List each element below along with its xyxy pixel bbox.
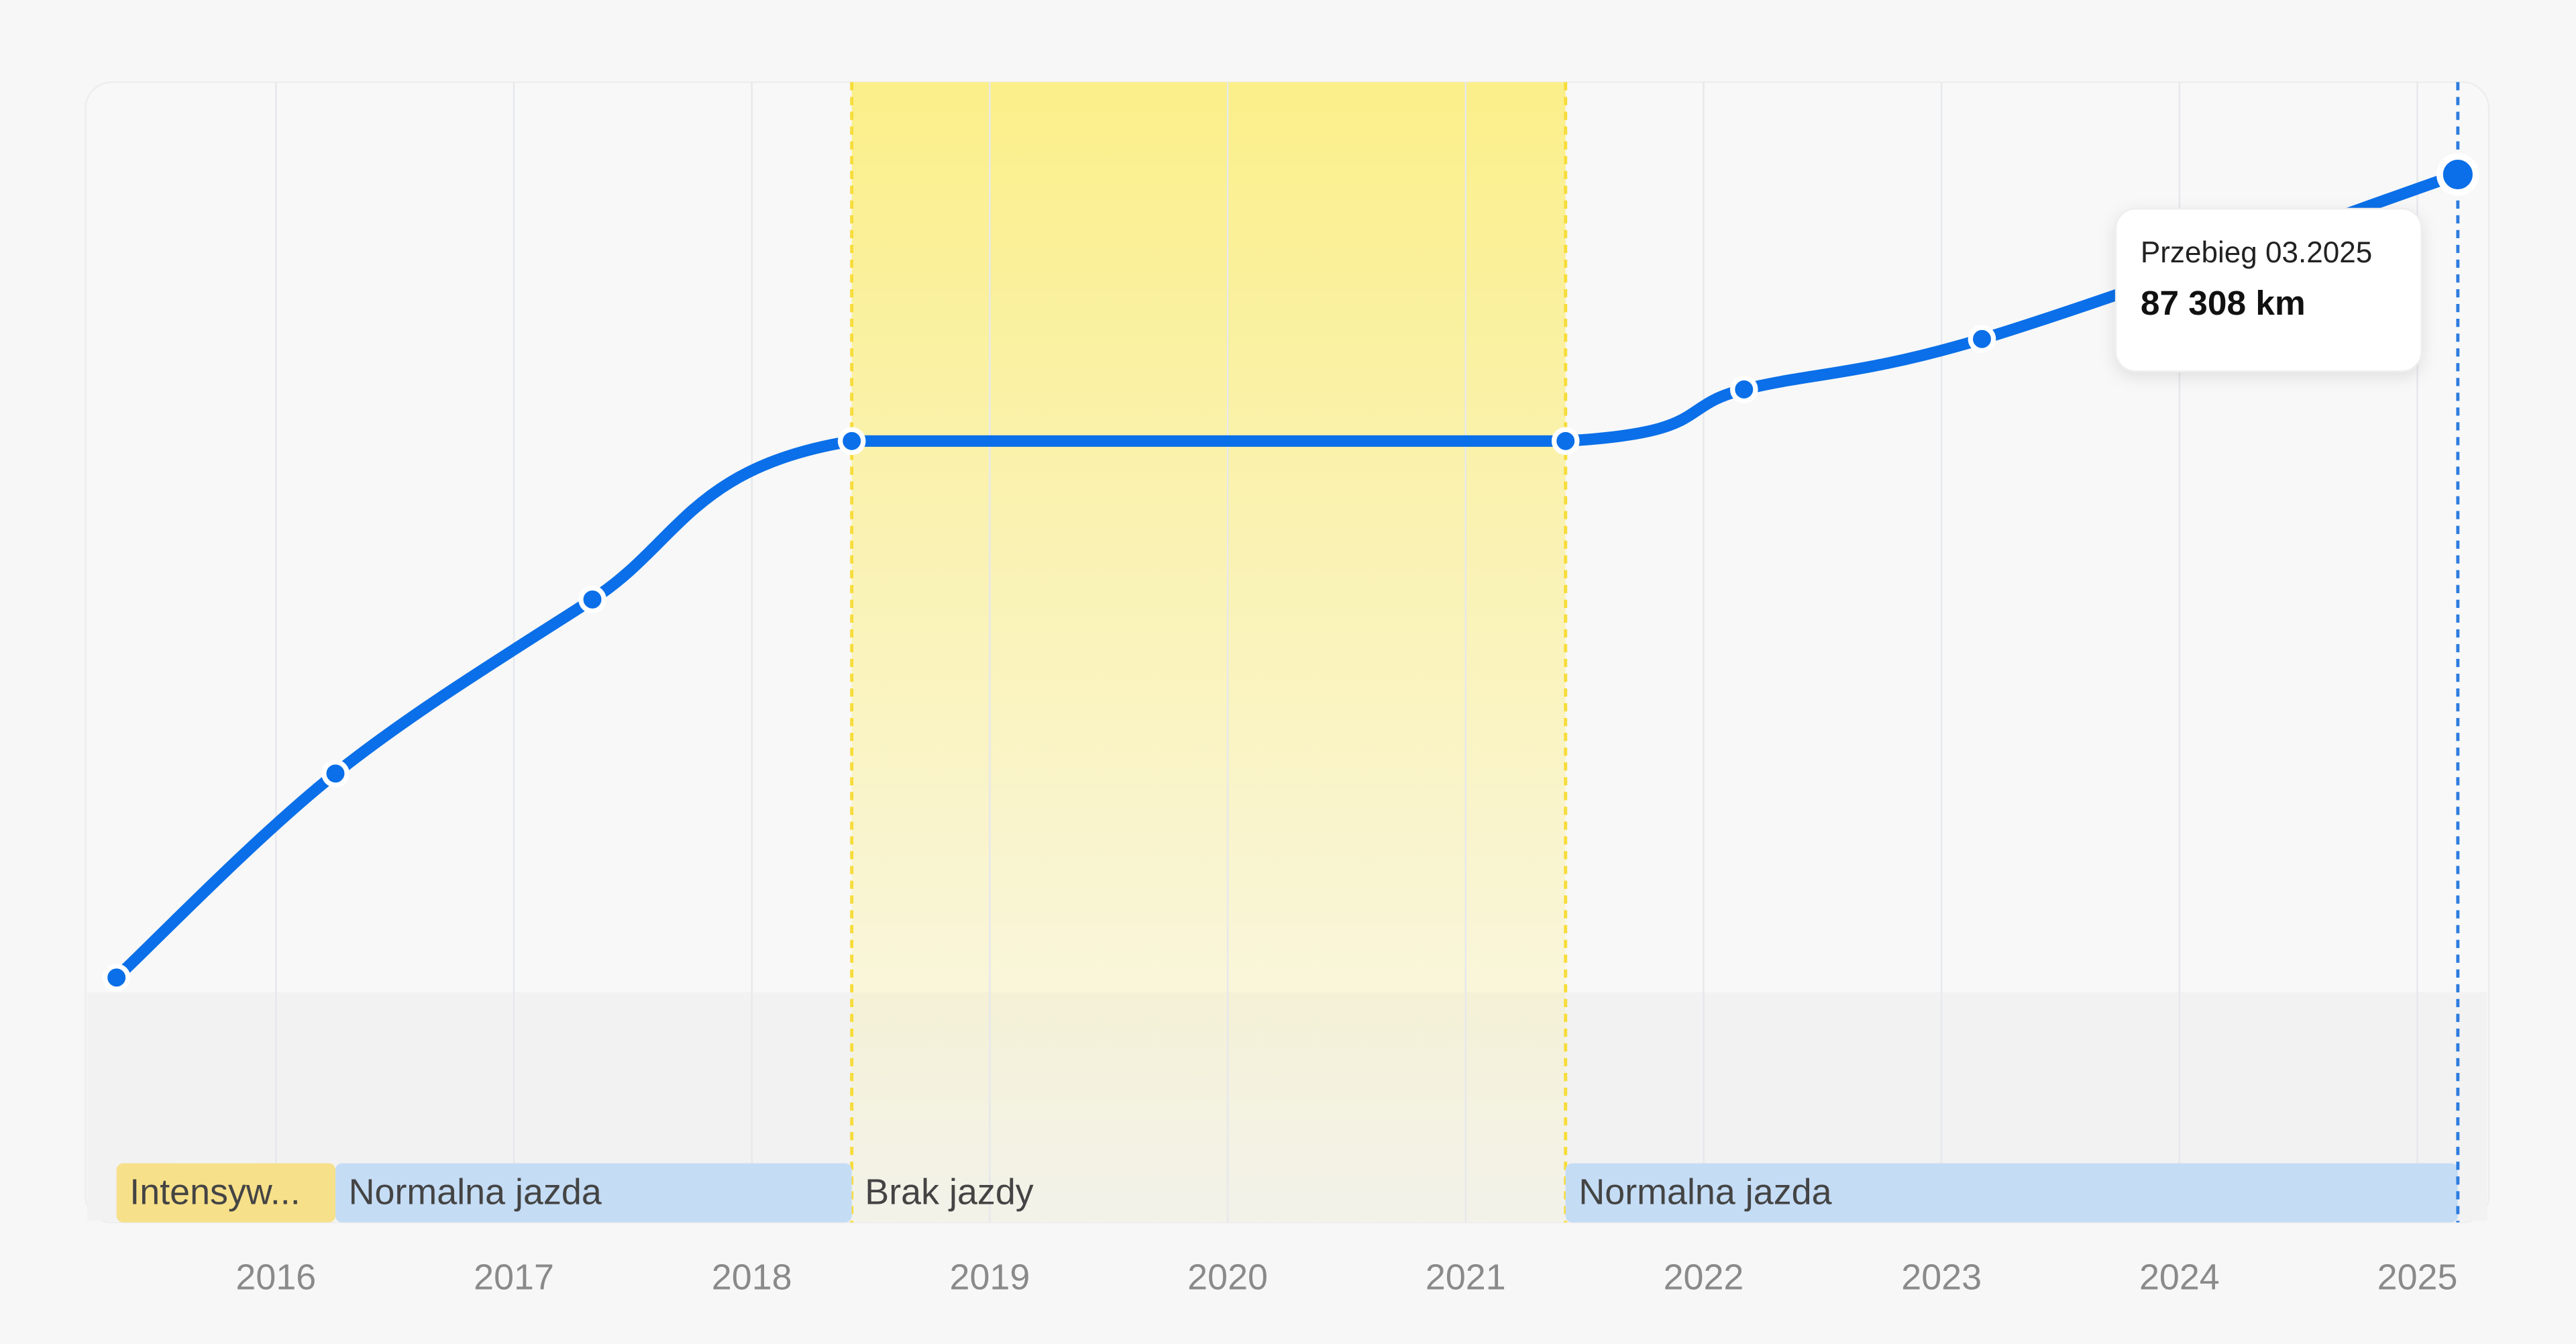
x-tick-label: 2020 xyxy=(1187,1257,1268,1298)
x-tick-label: 2017 xyxy=(474,1257,554,1298)
data-point xyxy=(578,585,606,614)
segment-label: Normalna jazda xyxy=(1578,1172,1831,1212)
data-point xyxy=(1968,325,1996,354)
x-tick-label: 2021 xyxy=(1426,1257,1506,1298)
data-point xyxy=(2436,153,2479,196)
data-point xyxy=(102,964,131,992)
x-tick-label: 2023 xyxy=(1901,1257,1982,1298)
segment-bar xyxy=(116,1163,336,1223)
tooltip-box xyxy=(2114,207,2422,372)
data-point xyxy=(1551,427,1580,456)
x-tick-label: 2016 xyxy=(235,1257,316,1298)
x-tick-label: 2019 xyxy=(949,1257,1030,1298)
x-tick-label: 2025 xyxy=(2377,1257,2458,1298)
segment-bar xyxy=(1565,1163,2458,1223)
segment-label: Normalna jazda xyxy=(349,1172,602,1212)
data-point xyxy=(837,427,866,456)
tooltip-value: 87 308 km xyxy=(2141,283,2306,322)
segment-bar xyxy=(335,1163,852,1223)
tooltip: Przebieg 03.2025 87 308 km xyxy=(2114,207,2422,372)
data-point xyxy=(321,759,350,788)
x-tick-label: 2018 xyxy=(712,1257,792,1298)
x-tick-label: 2024 xyxy=(2139,1257,2220,1298)
x-tick-label: 2022 xyxy=(1664,1257,1744,1298)
segment-label: Brak jazdy xyxy=(865,1172,1034,1212)
tooltip-title: Przebieg 03.2025 xyxy=(2141,236,2372,269)
data-point xyxy=(1729,375,1758,404)
highlight-band xyxy=(851,82,1566,1223)
segment-label: Intensyw... xyxy=(129,1172,300,1212)
